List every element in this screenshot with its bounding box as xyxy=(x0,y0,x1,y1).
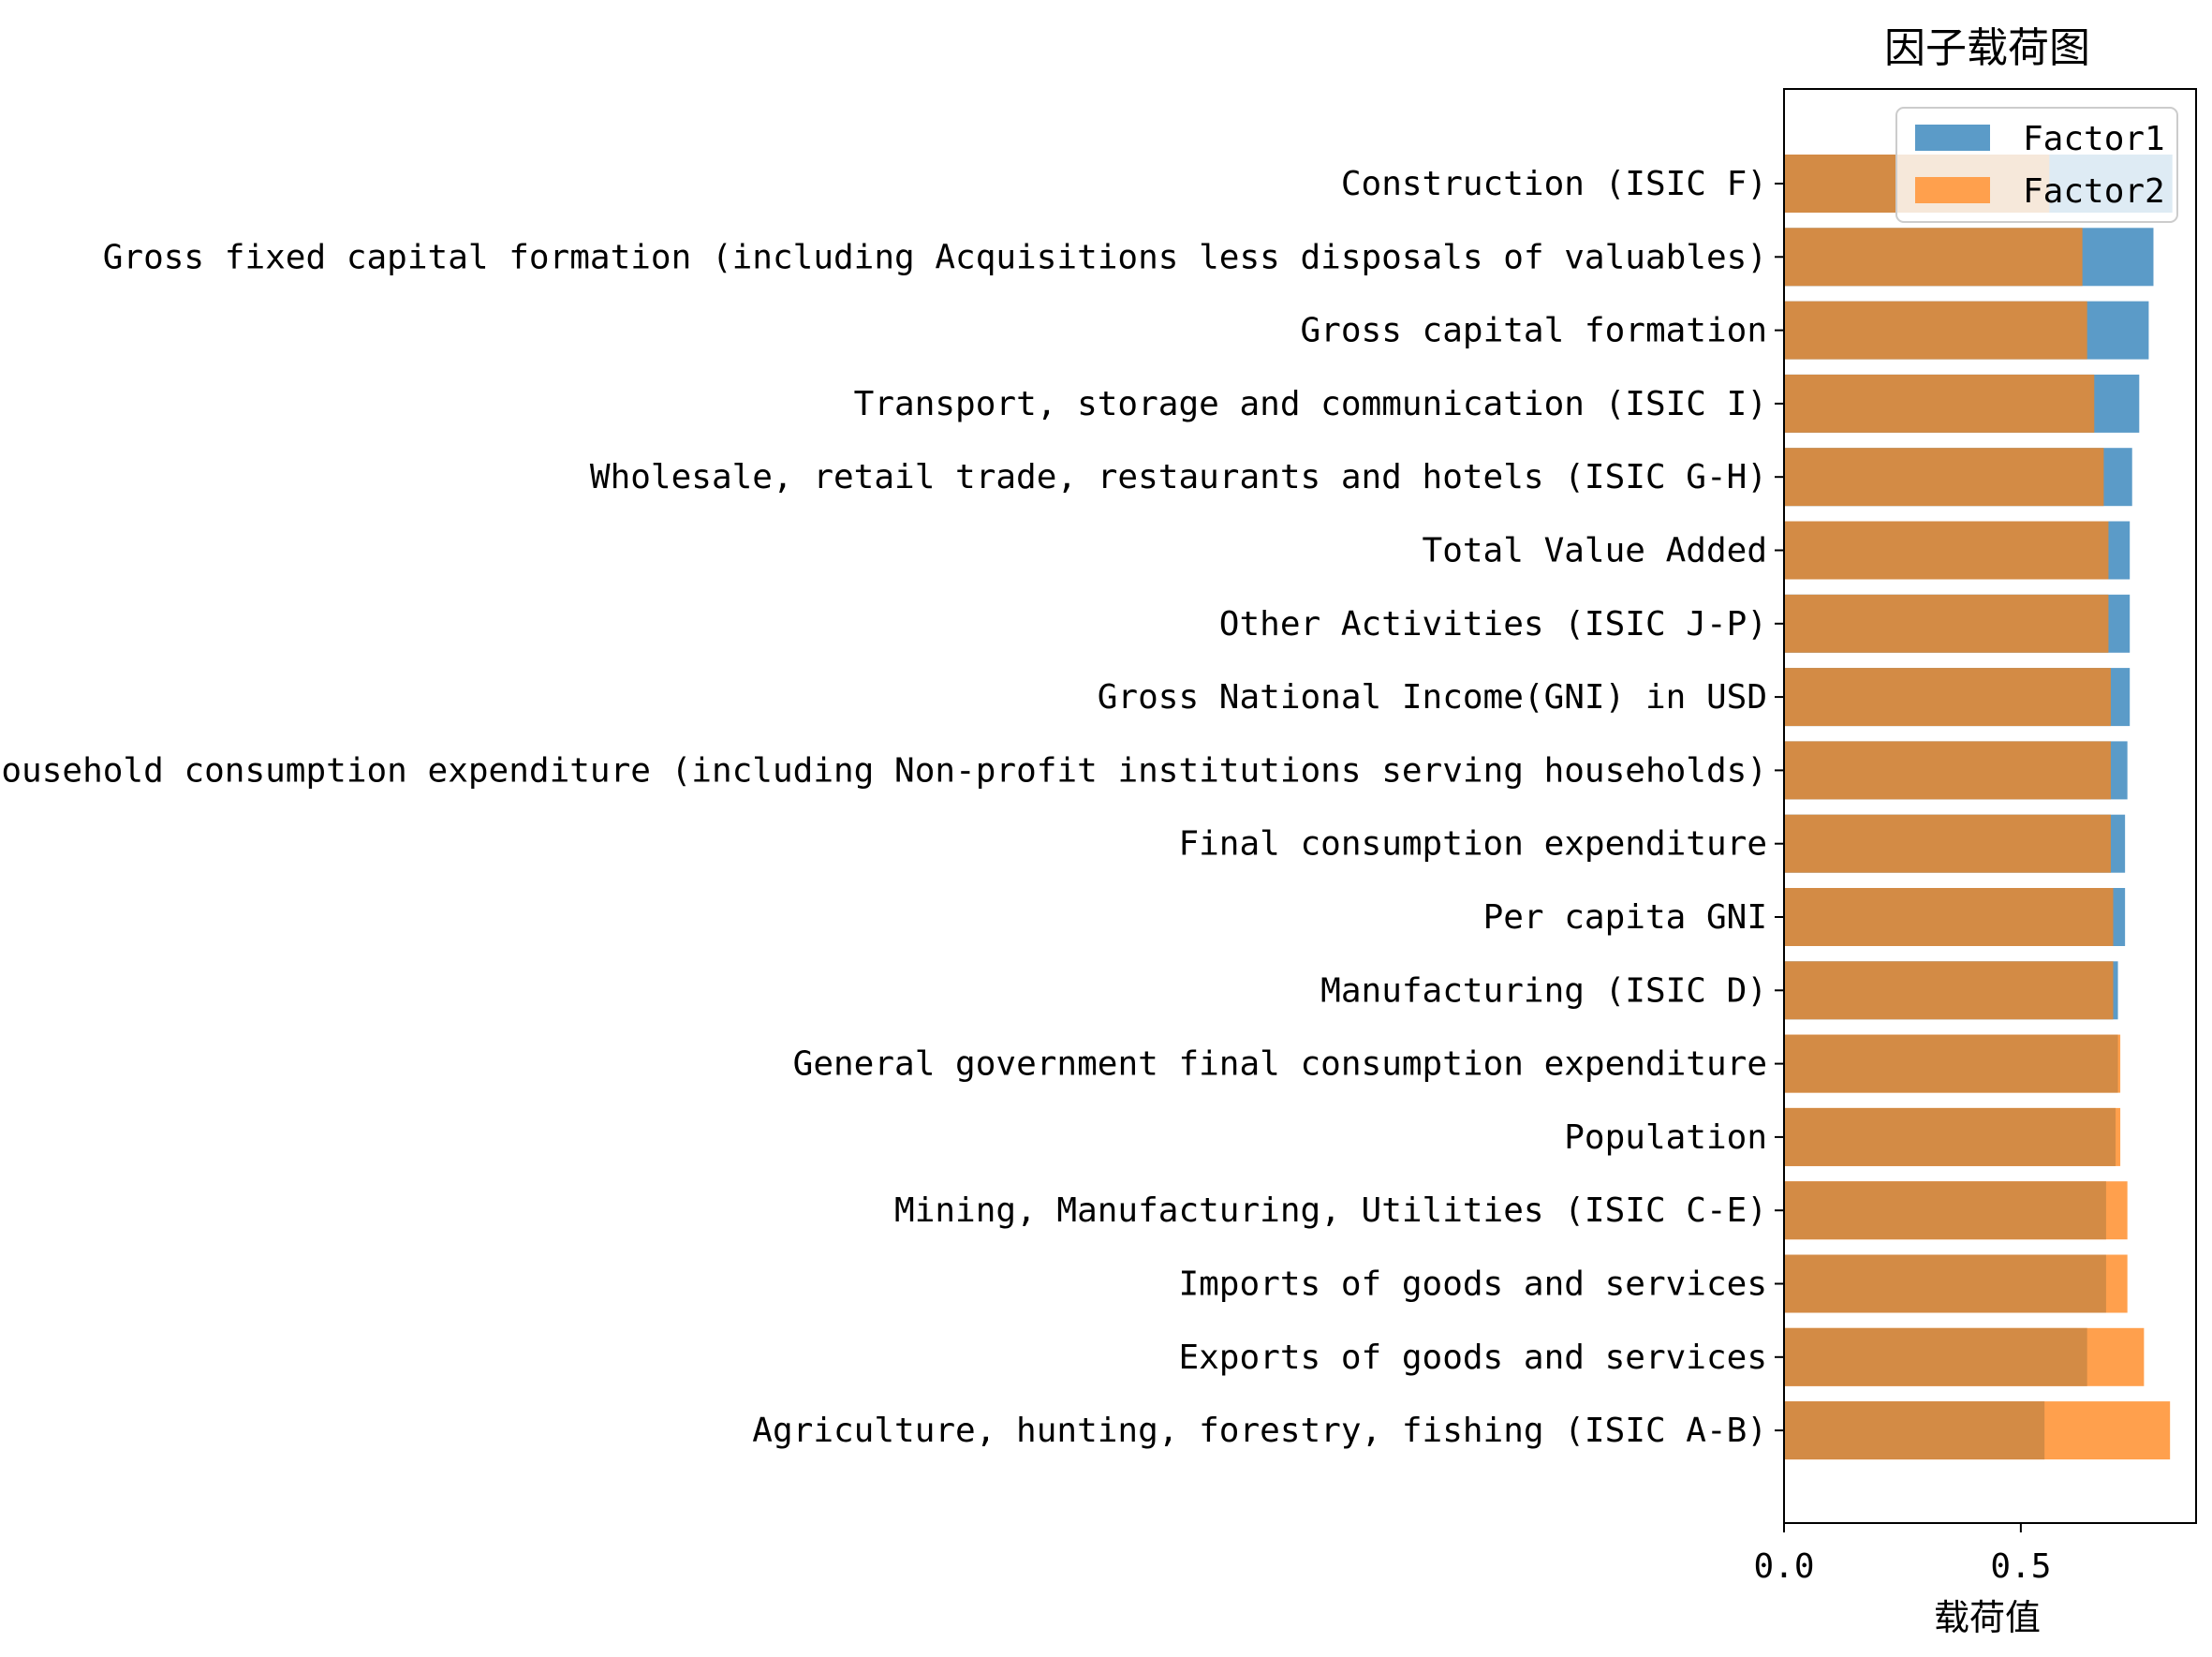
chart-title: 因子载荷图 xyxy=(1884,24,2090,72)
bar-overlap-cat-17 xyxy=(1784,1401,2045,1460)
legend-swatch-factor1 xyxy=(1915,125,1990,151)
y-tick-label-cat-10: Per capita GNI xyxy=(1483,898,1767,937)
bar-overlap-cat-11 xyxy=(1784,961,2114,1020)
x-tick-label-0: 0.0 xyxy=(1753,1547,1814,1586)
y-tick-label-cat-12: General government final consumption exp… xyxy=(793,1045,1767,1084)
y-tick-label-cat-13: Population xyxy=(1564,1118,1767,1157)
y-tick-label-cat-9: Final consumption expenditure xyxy=(1178,825,1767,864)
y-tick-label-cat-1: Gross fixed capital formation (including… xyxy=(103,238,1767,276)
y-tick-label-cat-0: Construction (ISIC F) xyxy=(1341,165,1767,203)
x-ticks: 0.0 0.5 xyxy=(1753,1523,2051,1586)
y-tick-label-cat-4: Wholesale, retail trade, restaurants and… xyxy=(590,458,1767,496)
bar-overlap-cat-5 xyxy=(1784,521,2109,580)
y-tick-label-cat-3: Transport, storage and communication (IS… xyxy=(854,385,1767,423)
bar-overlap-cat-14 xyxy=(1784,1181,2106,1240)
y-tick-label-cat-15: Imports of goods and services xyxy=(1178,1265,1767,1304)
legend: Factor1 Factor2 xyxy=(1895,107,2178,223)
bar-overlap-cat-16 xyxy=(1784,1327,2087,1386)
y-tick-label-cat-16: Exports of goods and services xyxy=(1178,1339,1767,1377)
bar-overlap-cat-9 xyxy=(1784,814,2111,873)
bar-overlap-cat-13 xyxy=(1784,1107,2116,1166)
bar-overlap-cat-8 xyxy=(1784,741,2111,800)
bar-overlap-cat-10 xyxy=(1784,888,2114,946)
x-tick-label-1: 0.5 xyxy=(1990,1547,2051,1586)
bar-overlap-cat-3 xyxy=(1784,374,2095,433)
y-tick-labels: Construction (ISIC F) Gross fixed capital… xyxy=(0,165,1784,1450)
bar-overlap-cat-7 xyxy=(1784,668,2111,727)
y-tick-label-cat-14: Mining, Manufacturing, Utilities (ISIC C… xyxy=(894,1191,1767,1230)
y-tick-label-cat-5: Total Value Added xyxy=(1423,532,1767,570)
y-tick-label-cat-7: Gross National Income(GNI) in USD xyxy=(1098,678,1767,717)
y-tick-label-cat-8: Household consumption expenditure (inclu… xyxy=(0,751,1767,790)
y-tick-label-cat-11: Manufacturing (ISIC D) xyxy=(1320,971,1767,1010)
bar-overlap-cat-2 xyxy=(1784,301,2087,360)
plot-frame xyxy=(1783,88,2197,1524)
y-tick-label-cat-2: Gross capital formation xyxy=(1301,312,1768,350)
bar-overlap-cat-6 xyxy=(1784,594,2109,653)
y-tick-label-cat-6: Other Activities (ISIC J-P) xyxy=(1219,605,1767,644)
y-tick-label-cat-17: Agriculture, hunting, forestry, fishing … xyxy=(752,1412,1767,1450)
legend-label-factor2: Factor2 xyxy=(2023,172,2165,211)
bars-layer xyxy=(1784,155,2173,1460)
bar-overlap-cat-4 xyxy=(1784,448,2104,507)
bar-overlap-cat-1 xyxy=(1784,228,2083,287)
legend-swatch-factor2 xyxy=(1915,177,1990,203)
legend-label-factor1: Factor1 xyxy=(2023,120,2165,158)
bar-overlap-cat-15 xyxy=(1784,1254,2106,1313)
bar-overlap-cat-12 xyxy=(1784,1034,2118,1093)
x-axis-label: 载荷值 xyxy=(1934,1597,2041,1638)
